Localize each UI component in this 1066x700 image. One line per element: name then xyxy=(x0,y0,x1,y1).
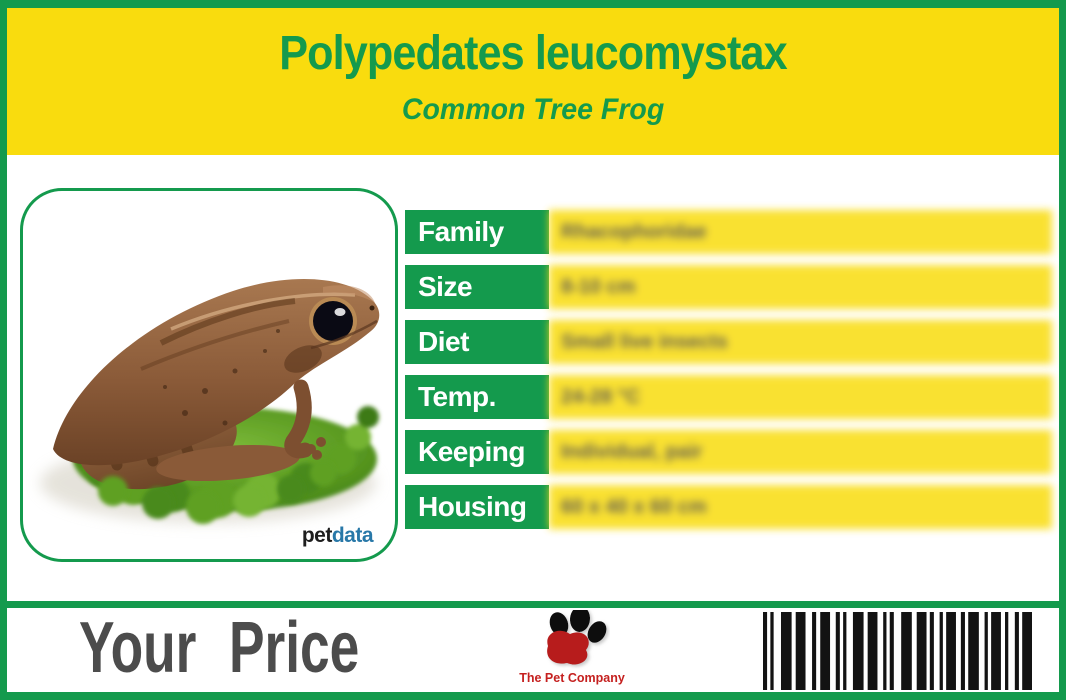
spec-row-family: Family Rhacophoridae xyxy=(405,210,1052,254)
barcode-bar xyxy=(867,612,878,690)
petdata-logo-data: data xyxy=(331,524,374,547)
spec-row-housing: Housing 60 x 40 x 60 cm xyxy=(405,485,1052,529)
spec-label: Keeping xyxy=(405,430,549,474)
barcode-bar xyxy=(770,612,774,690)
barcode-bar xyxy=(852,612,864,690)
main-section: petdata Family Rhacophoridae Size 8-10 c… xyxy=(7,155,1059,601)
photo-frame: petdata xyxy=(20,188,398,562)
barcode-bar xyxy=(812,612,817,690)
spec-label: Temp. xyxy=(405,375,549,419)
specs-table: Family Rhacophoridae Size 8-10 cm Diet S… xyxy=(405,210,1052,540)
spec-label: Size xyxy=(405,265,549,309)
barcode-bar xyxy=(1005,612,1009,690)
footer-divider xyxy=(0,601,1066,608)
barcode-bar xyxy=(795,612,806,690)
barcode-bar xyxy=(968,612,979,690)
price-label: Your Price xyxy=(79,608,360,688)
spec-value-blurred: Small live insects xyxy=(549,320,1052,364)
species-title: Polypedates leucomystax xyxy=(279,27,787,80)
petdata-logo-pet: pet xyxy=(301,524,333,547)
barcode-bar xyxy=(843,612,847,690)
barcode-bar xyxy=(780,612,792,690)
barcode-bar xyxy=(1022,612,1032,690)
barcode-bar xyxy=(763,612,768,690)
barcode-bar xyxy=(916,612,927,690)
barcode-bar xyxy=(820,612,831,690)
common-name-subtitle: Common Tree Frog xyxy=(401,93,665,126)
paw-icon xyxy=(547,610,607,665)
spec-label: Diet xyxy=(405,320,549,364)
spec-value-blurred: Rhacophoridae xyxy=(549,210,1052,254)
barcode-bar xyxy=(939,612,943,690)
barcode-bar xyxy=(991,612,1001,690)
barcode-bar xyxy=(889,612,894,690)
barcode-bar xyxy=(960,612,965,690)
header-band: Polypedates leucomystax Common Tree Frog xyxy=(7,8,1059,155)
barcode-bar xyxy=(883,612,887,690)
barcode-bar xyxy=(1014,612,1019,690)
spec-value-blurred: 24-28 °C xyxy=(549,375,1052,419)
barcode-bar xyxy=(984,612,988,690)
barcode-bar xyxy=(946,612,956,690)
spec-row-size: Size 8-10 cm xyxy=(405,265,1052,309)
barcode-bar xyxy=(901,612,912,690)
footer-band: Your Price The Pet Company xyxy=(7,608,1059,692)
brand-logo: The Pet Company xyxy=(499,610,645,685)
spec-row-temp: Temp. 24-28 °C xyxy=(405,375,1052,419)
barcode-bar xyxy=(835,612,840,690)
brand-name: The Pet Company xyxy=(519,671,625,685)
spec-label: Housing xyxy=(405,485,549,529)
spec-value-blurred: Individual, pair xyxy=(549,430,1052,474)
spec-row-diet: Diet Small live insects xyxy=(405,320,1052,364)
spec-row-keeping: Keeping Individual, pair xyxy=(405,430,1052,474)
spec-value-blurred: 8-10 cm xyxy=(549,265,1052,309)
petdata-logo: petdata xyxy=(301,524,374,548)
spec-value-blurred: 60 x 40 x 60 cm xyxy=(549,485,1052,529)
frog-photo xyxy=(40,279,380,524)
barcode xyxy=(763,612,1032,690)
barcode-bar xyxy=(929,612,934,690)
spec-label: Family xyxy=(405,210,549,254)
